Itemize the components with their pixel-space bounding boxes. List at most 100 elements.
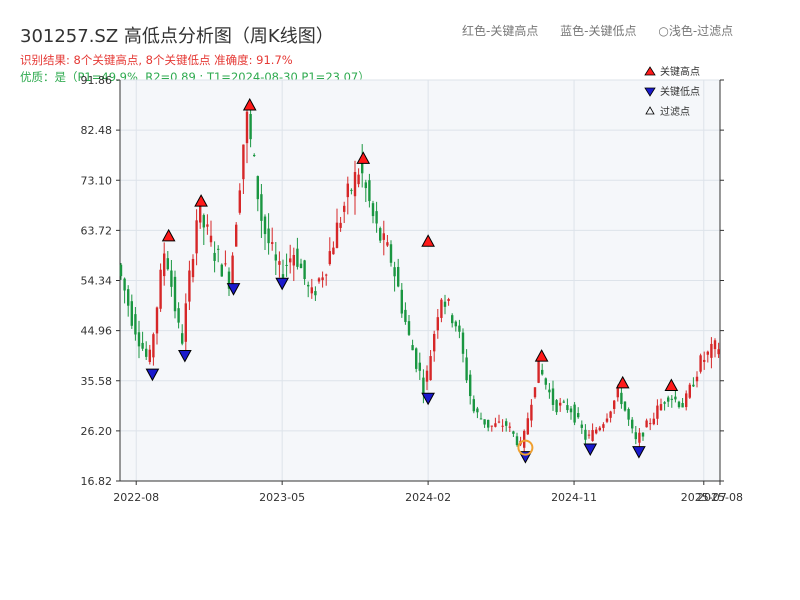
y-tick-label: 54.34 — [81, 275, 113, 288]
candle-body — [595, 429, 598, 434]
candle-body — [364, 182, 367, 189]
candle-body — [425, 370, 429, 382]
candle-body — [404, 309, 407, 322]
candle-body — [454, 321, 457, 327]
candle-body — [148, 349, 151, 362]
candle-body — [314, 291, 317, 296]
key-low-marker — [583, 443, 598, 457]
candle-body — [130, 301, 133, 326]
candle-body — [422, 377, 425, 394]
candle-body — [238, 190, 241, 213]
x-tick-label: 2024-02 — [405, 491, 451, 504]
candle-body — [497, 421, 501, 423]
candle-body — [487, 419, 490, 428]
candle-body — [371, 203, 375, 217]
legend-high-label: 关键高点 — [660, 65, 700, 78]
candle-body — [137, 332, 141, 347]
candle-body — [400, 289, 403, 314]
recognition-summary: 识别结果: 8个关键高点, 8个关键低点 准确度: 91.7% — [20, 53, 293, 67]
candle-body — [598, 427, 601, 431]
candle-body — [699, 355, 702, 372]
candle-body — [393, 267, 396, 277]
key-low-marker — [178, 349, 192, 363]
candle-body — [209, 235, 213, 243]
candle-body — [310, 287, 313, 294]
candle-body — [321, 277, 324, 281]
candle-body — [645, 420, 648, 428]
candle-body — [591, 430, 594, 441]
candle-body — [278, 261, 281, 265]
candle-body — [541, 369, 544, 375]
key-low-marker — [632, 446, 646, 459]
legend-red-text: 红色-关键高点 — [462, 24, 539, 38]
candle-body — [605, 418, 609, 422]
candle-body — [418, 362, 421, 371]
candle-body — [256, 176, 259, 200]
candle-body — [253, 155, 256, 157]
candle-body — [170, 270, 173, 287]
key-high-marker — [615, 375, 630, 389]
candle-body — [580, 424, 583, 428]
candle-body — [695, 376, 699, 382]
candle-body — [641, 432, 645, 437]
candle-body — [382, 233, 385, 240]
candle-body — [173, 276, 177, 312]
candle-body — [523, 430, 526, 448]
candle-body — [199, 203, 202, 223]
candle-body — [325, 274, 328, 276]
candle-body — [271, 242, 274, 244]
legend-low-icon — [644, 87, 656, 97]
candle-body — [332, 247, 335, 255]
candle-body — [436, 317, 439, 331]
x-tick-label: 2022-08 — [113, 491, 159, 504]
legend-light-text: ○浅色-过滤点 — [658, 24, 734, 38]
y-tick-label: 44.96 — [81, 325, 113, 338]
candle-body — [494, 423, 497, 427]
candle-body — [299, 263, 303, 269]
candle-body — [353, 172, 357, 197]
candle-body — [292, 254, 295, 266]
candle-body — [569, 408, 573, 413]
candle-body — [652, 418, 655, 425]
candle-body — [713, 340, 717, 350]
candle-body — [166, 258, 169, 270]
candle-body — [490, 425, 493, 427]
candle-body — [119, 264, 123, 277]
candle-body — [346, 183, 349, 198]
candle-body — [530, 404, 533, 421]
candle-body — [443, 301, 447, 307]
candle-body — [479, 418, 483, 420]
candle-body — [577, 413, 580, 418]
candle-body — [717, 349, 720, 355]
x-tick-label: 2024-11 — [551, 491, 597, 504]
candle-body — [274, 254, 277, 261]
key-low-marker — [275, 277, 290, 291]
candle-body — [602, 424, 605, 428]
y-tick-label: 91.86 — [81, 74, 113, 87]
key-high-marker — [194, 194, 208, 207]
key-low-marker — [145, 368, 160, 382]
candle-body — [667, 397, 670, 402]
candle-body — [627, 409, 630, 420]
candle-body — [663, 402, 666, 404]
candle-body — [202, 215, 205, 228]
candle-body — [433, 333, 436, 352]
candle-body — [638, 432, 641, 443]
candle-body — [587, 434, 591, 436]
candle-body — [620, 392, 623, 405]
candle-body — [472, 399, 475, 412]
x-tick-label: 2025-08 — [697, 491, 743, 504]
candle-body — [692, 384, 695, 387]
candle-body — [227, 271, 231, 289]
legend-filtered-icon — [645, 106, 655, 115]
candle-body — [357, 174, 360, 185]
candle-body — [411, 345, 414, 351]
key-high-marker — [242, 97, 257, 111]
y-tick-label: 26.20 — [81, 425, 113, 438]
candle-body — [389, 244, 393, 263]
candle-body — [515, 436, 519, 446]
y-tick-label: 73.10 — [81, 174, 113, 187]
candle-body — [361, 159, 364, 174]
candle-body — [134, 314, 137, 335]
